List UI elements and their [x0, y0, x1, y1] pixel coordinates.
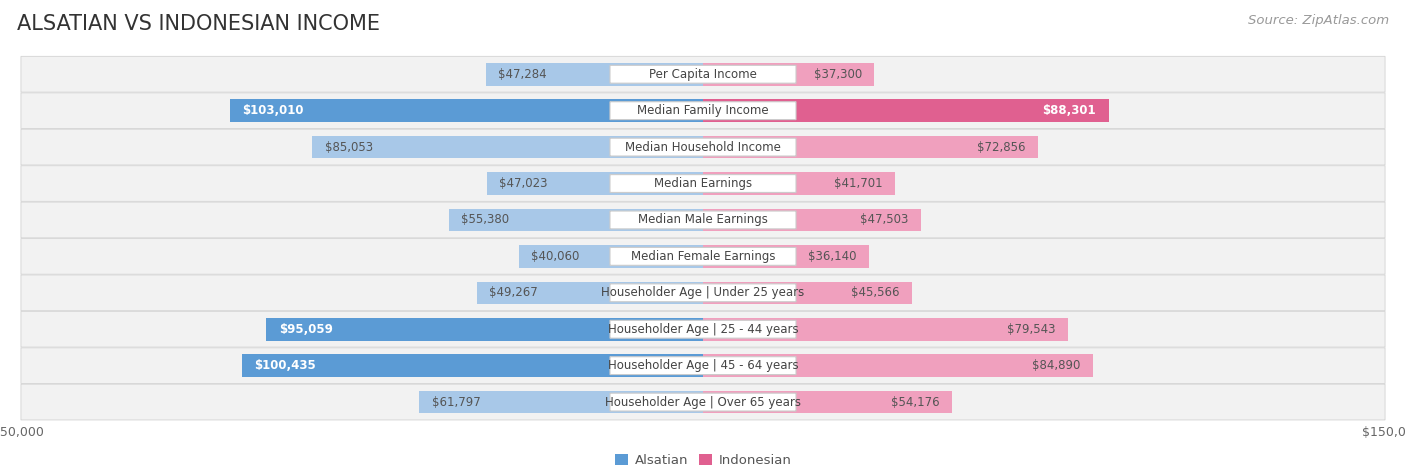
Text: Householder Age | 45 - 64 years: Householder Age | 45 - 64 years [607, 359, 799, 372]
Bar [231, 99, 703, 122]
Text: Per Capita Income: Per Capita Income [650, 68, 756, 81]
FancyBboxPatch shape [610, 175, 796, 192]
Text: $100,435: $100,435 [254, 359, 316, 372]
FancyBboxPatch shape [610, 320, 796, 338]
FancyBboxPatch shape [610, 248, 796, 265]
Bar [703, 282, 912, 304]
FancyBboxPatch shape [21, 311, 1385, 347]
FancyBboxPatch shape [21, 275, 1385, 311]
Text: $41,701: $41,701 [834, 177, 882, 190]
Bar [312, 136, 703, 158]
FancyBboxPatch shape [21, 57, 1385, 92]
Bar [449, 209, 703, 231]
Bar [703, 318, 1069, 340]
Bar [419, 391, 703, 413]
Text: Median Earnings: Median Earnings [654, 177, 752, 190]
Bar [477, 282, 703, 304]
FancyBboxPatch shape [21, 384, 1385, 420]
Bar [266, 318, 703, 340]
Bar [519, 245, 703, 268]
Text: Median Family Income: Median Family Income [637, 104, 769, 117]
Text: $47,023: $47,023 [499, 177, 548, 190]
FancyBboxPatch shape [610, 393, 796, 411]
Bar [703, 245, 869, 268]
Legend: Alsatian, Indonesian: Alsatian, Indonesian [609, 448, 797, 467]
FancyBboxPatch shape [610, 65, 796, 83]
Bar [703, 354, 1092, 377]
FancyBboxPatch shape [21, 239, 1385, 274]
Text: $40,060: $40,060 [531, 250, 579, 263]
FancyBboxPatch shape [610, 102, 796, 120]
Text: $84,890: $84,890 [1032, 359, 1080, 372]
Text: $103,010: $103,010 [242, 104, 304, 117]
Text: $61,797: $61,797 [432, 396, 481, 409]
Text: $55,380: $55,380 [461, 213, 509, 226]
Text: Source: ZipAtlas.com: Source: ZipAtlas.com [1249, 14, 1389, 27]
Text: $88,301: $88,301 [1042, 104, 1097, 117]
FancyBboxPatch shape [21, 129, 1385, 165]
Text: Householder Age | Over 65 years: Householder Age | Over 65 years [605, 396, 801, 409]
FancyBboxPatch shape [21, 348, 1385, 383]
FancyBboxPatch shape [610, 357, 796, 375]
Text: Median Household Income: Median Household Income [626, 141, 780, 154]
Bar [703, 136, 1038, 158]
Text: $47,284: $47,284 [498, 68, 547, 81]
Text: $47,503: $47,503 [860, 213, 908, 226]
Text: $49,267: $49,267 [489, 286, 538, 299]
Bar [703, 209, 921, 231]
Text: Median Male Earnings: Median Male Earnings [638, 213, 768, 226]
Bar [486, 172, 703, 195]
Text: $95,059: $95,059 [278, 323, 333, 336]
FancyBboxPatch shape [610, 284, 796, 302]
Text: ALSATIAN VS INDONESIAN INCOME: ALSATIAN VS INDONESIAN INCOME [17, 14, 380, 34]
Text: $85,053: $85,053 [325, 141, 373, 154]
Text: $72,856: $72,856 [977, 141, 1025, 154]
Bar [703, 99, 1108, 122]
Text: $45,566: $45,566 [852, 286, 900, 299]
Bar [703, 391, 952, 413]
Text: $79,543: $79,543 [1008, 323, 1056, 336]
Text: Median Female Earnings: Median Female Earnings [631, 250, 775, 263]
Bar [703, 63, 875, 85]
FancyBboxPatch shape [21, 202, 1385, 238]
FancyBboxPatch shape [21, 166, 1385, 201]
Bar [703, 172, 894, 195]
FancyBboxPatch shape [610, 138, 796, 156]
Text: Householder Age | 25 - 44 years: Householder Age | 25 - 44 years [607, 323, 799, 336]
Text: $54,176: $54,176 [891, 396, 939, 409]
FancyBboxPatch shape [610, 211, 796, 229]
Bar [242, 354, 703, 377]
Text: $36,140: $36,140 [808, 250, 856, 263]
FancyBboxPatch shape [21, 93, 1385, 128]
Text: Householder Age | Under 25 years: Householder Age | Under 25 years [602, 286, 804, 299]
Bar [486, 63, 703, 85]
Text: $37,300: $37,300 [814, 68, 862, 81]
